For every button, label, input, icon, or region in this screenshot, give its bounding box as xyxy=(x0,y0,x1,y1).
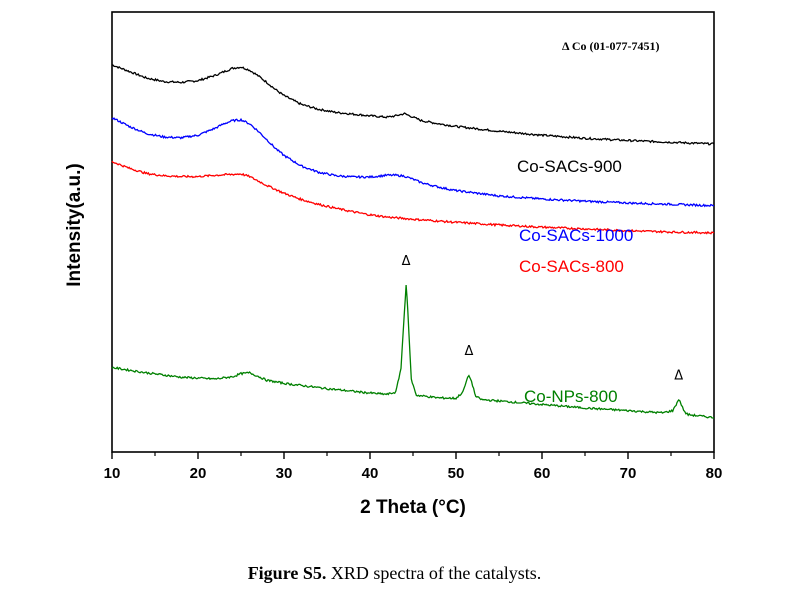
peak-markers: Δ Δ Δ xyxy=(402,254,684,383)
series-label-co-sacs-900: Co-SACs-900 xyxy=(517,157,622,176)
x-tick-label: 20 xyxy=(190,465,207,482)
peak-marker: Δ xyxy=(464,344,473,359)
x-tick-label: 60 xyxy=(534,465,551,482)
series-label-co-sacs-1000: Co-SACs-1000 xyxy=(519,226,633,245)
series-label-co-nps-800: Co-NPs-800 xyxy=(524,387,618,406)
x-tick-label: 50 xyxy=(448,465,465,482)
series-line-co-sacs-1000 xyxy=(111,117,715,208)
caption-label: Figure S5. xyxy=(247,563,327,583)
caption-text: XRD spectra of the catalysts. xyxy=(326,563,542,583)
series-line-co-sacs-900 xyxy=(111,64,715,146)
peak-marker: Δ xyxy=(402,254,411,269)
series-lines xyxy=(111,64,715,419)
series-line-co-nps-800 xyxy=(111,285,715,419)
x-tick-label: 10 xyxy=(104,465,121,482)
figure-caption: Figure S5. XRD spectra of the catalysts. xyxy=(0,563,789,584)
peak-marker: Δ xyxy=(674,368,683,383)
x-tick-label: 80 xyxy=(706,465,723,482)
reference-legend: Δ Co (01-077-7451) xyxy=(562,39,660,53)
x-tick-label: 40 xyxy=(362,465,379,482)
xrd-chart: 10 20 30 40 50 60 70 80 ΔΔΔ Δ Co (01-077-7451) … xyxy=(64,11,723,518)
series-line-co-sacs-800 xyxy=(111,160,715,235)
x-tick-label: 70 xyxy=(620,465,637,482)
x-axis-ticks: 10 20 30 40 50 60 70 80 xyxy=(104,452,723,482)
series-label-co-sacs-800: Co-SACs-800 xyxy=(519,257,624,276)
x-axis-title: 2 Theta (°C) xyxy=(360,497,466,518)
x-tick-label: 30 xyxy=(276,465,293,482)
y-axis-title: Intensity(a.u.) xyxy=(64,163,85,287)
